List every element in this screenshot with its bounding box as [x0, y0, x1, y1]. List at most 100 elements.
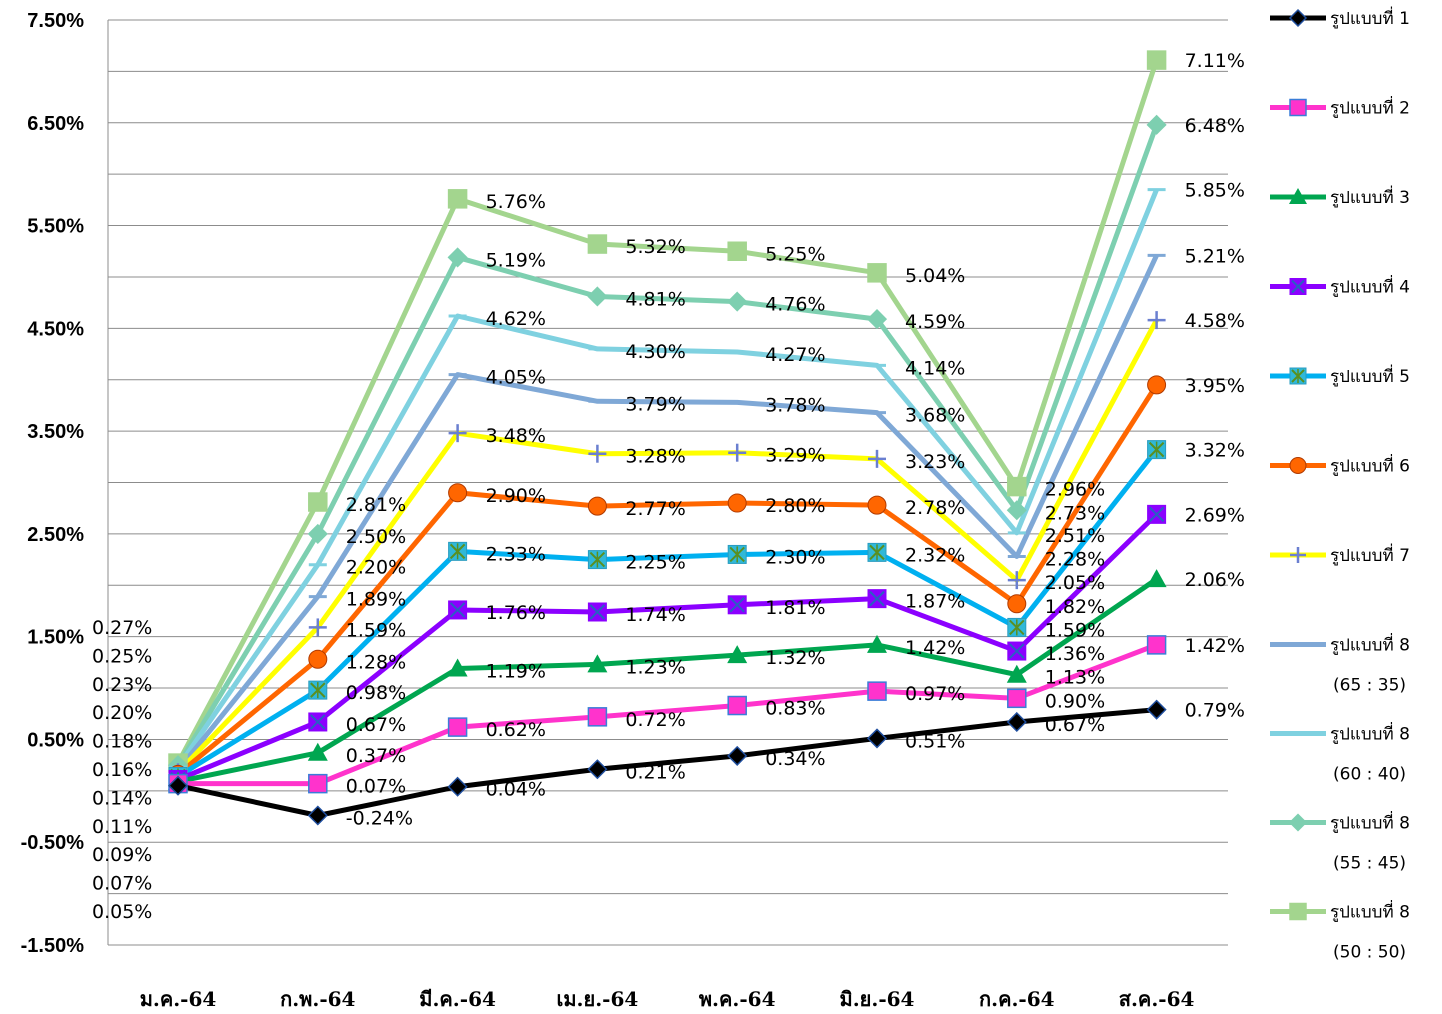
data-point-marker: [308, 492, 328, 512]
data-point-marker: [1289, 98, 1307, 117]
data-point-marker: [1146, 114, 1167, 135]
data-label: 2.77%: [625, 498, 685, 520]
data-label: 1.89%: [346, 589, 406, 611]
data-point-marker: [1007, 688, 1027, 709]
data-point-marker: [587, 234, 608, 254]
data-point-marker: [587, 496, 607, 516]
data-point-marker: [867, 263, 887, 283]
data-point-marker: [1289, 367, 1307, 385]
data-point-marker: [448, 600, 468, 620]
data-label: 0.51%: [905, 730, 965, 752]
legend-label: รูปแบบที่ 6: [1330, 454, 1410, 477]
legend-label-ratio: (55 : 45): [1333, 854, 1406, 874]
y-axis: 7.50% 6.50% 5.50% 4.50% 3.50% 2.50% 1.50% 0.50%…: [21, 10, 85, 957]
data-point-marker: [447, 776, 468, 797]
data-label: 4.58%: [1185, 310, 1245, 332]
data-point-marker: [587, 286, 608, 307]
data-point-marker: [1006, 664, 1027, 683]
x-tick-label: ก.ค.-64: [979, 987, 1055, 1011]
data-label: 3.79%: [625, 393, 685, 415]
data-point-marker: [447, 658, 468, 677]
data-point-marker: [867, 634, 887, 653]
data-point-marker: [1146, 699, 1167, 720]
data-point-marker: [1147, 311, 1166, 330]
data-point-marker: [727, 493, 747, 513]
data-point-marker: [1147, 440, 1167, 460]
data-label: 2.50%: [346, 526, 406, 548]
legend-item: รูปแบบที่ 8 (65 : 35): [1270, 633, 1410, 696]
legend-label-ratio: (50 : 50): [1333, 943, 1406, 963]
data-label: 3.78%: [765, 394, 825, 416]
legend-label: รูปแบบที่ 5: [1330, 364, 1410, 387]
data-point-marker: [587, 759, 608, 780]
data-label: 0.20%: [92, 702, 152, 724]
data-label: 0.62%: [486, 719, 546, 741]
legend-item: รูปแบบที่ 4: [1270, 275, 1410, 298]
data-point-marker: [866, 728, 888, 749]
data-point-marker: [1007, 641, 1027, 661]
data-point-marker: [727, 544, 747, 564]
data-point-marker: [448, 541, 468, 561]
data-label: 2.06%: [1185, 569, 1245, 591]
data-label: 0.14%: [92, 787, 152, 809]
series-line: [177, 577, 1159, 785]
data-point-marker: [727, 745, 748, 766]
data-label: 0.16%: [92, 759, 152, 781]
data-label: 0.90%: [1045, 690, 1105, 712]
data-point-marker: [1006, 500, 1027, 521]
data-point-marker: [308, 680, 328, 700]
data-point-marker: [1007, 617, 1027, 637]
data-label: 2.20%: [346, 557, 406, 579]
data-point-marker: [587, 707, 608, 727]
x-tick-label: มี.ค.-64: [419, 987, 496, 1011]
series-line: [176, 448, 1159, 779]
series-lines: [167, 50, 1167, 826]
data-label: 5.04%: [905, 265, 965, 287]
series-line: [175, 59, 1159, 765]
data-label: 0.72%: [625, 709, 685, 731]
data-point-marker: [308, 712, 328, 732]
legend: รูปแบบที่ 1 รูปแบบที่ 2 รูปแบบที่ 3 รูปแบบท…: [1270, 6, 1410, 963]
data-label: 4.27%: [765, 344, 825, 366]
data-point-marker: [867, 542, 887, 562]
data-label: 2.32%: [905, 544, 965, 566]
series-line: [178, 642, 1158, 787]
data-label: 6.48%: [1185, 115, 1245, 137]
x-tick-label: มิ.ย.-64: [840, 987, 915, 1011]
data-point-marker: [1146, 635, 1167, 655]
data-label: 5.85%: [1185, 180, 1245, 202]
x-tick-label: ก.พ.-64: [280, 987, 355, 1011]
data-label: 0.27%: [92, 617, 152, 639]
data-label: 1.42%: [1185, 635, 1245, 657]
legend-label-ratio: (65 : 35): [1333, 676, 1406, 696]
legend-label: รูปแบบที่ 7: [1330, 543, 1410, 566]
legend-label: รูปแบบที่ 1: [1330, 6, 1410, 29]
data-point-marker: [1289, 278, 1307, 295]
y-tick-label: 1.50%: [27, 627, 84, 649]
y-tick-label: 2.50%: [27, 524, 84, 546]
data-label: 3.95%: [1185, 375, 1245, 397]
legend-label: รูปแบบที่ 8: [1330, 633, 1410, 656]
data-label: -0.24%: [346, 808, 413, 830]
data-label: 0.25%: [92, 645, 152, 667]
data-point-marker: [1288, 813, 1308, 832]
data-point-marker: [587, 550, 607, 570]
data-label: 4.05%: [486, 367, 546, 389]
data-label: 0.07%: [92, 873, 152, 895]
legend-item: รูปแบบที่ 3: [1270, 185, 1410, 208]
data-point-marker: [868, 449, 886, 468]
data-point-marker: [447, 717, 468, 737]
data-point-marker: [448, 424, 467, 443]
y-tick-label: 4.50%: [27, 318, 84, 340]
y-tick-label: 6.50%: [27, 113, 84, 135]
data-point-marker: [587, 602, 607, 622]
data-label: 0.34%: [765, 748, 825, 770]
legend-item: รูปแบบที่ 2: [1270, 96, 1410, 119]
data-point-marker: [1147, 504, 1167, 524]
y-tick-label: 7.50%: [27, 10, 84, 32]
data-label: 0.97%: [905, 683, 965, 705]
data-point-marker: [727, 695, 747, 716]
data-point-marker: [867, 589, 887, 609]
y-tick-label: -0.50%: [21, 832, 85, 854]
